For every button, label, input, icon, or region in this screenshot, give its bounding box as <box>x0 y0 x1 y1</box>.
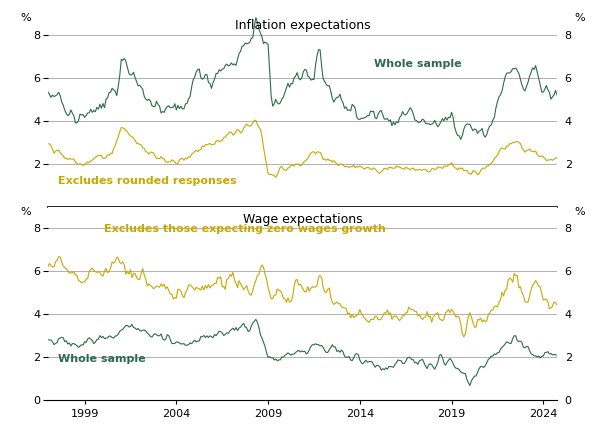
Text: Inflation expectations: Inflation expectations <box>235 19 370 32</box>
Text: %: % <box>20 13 31 23</box>
Text: %: % <box>574 13 585 23</box>
Text: %: % <box>574 207 585 217</box>
Text: Excludes rounded responses: Excludes rounded responses <box>58 176 237 186</box>
Text: Whole sample: Whole sample <box>374 59 461 70</box>
Text: %: % <box>20 207 31 217</box>
Text: Whole sample: Whole sample <box>58 354 146 364</box>
Text: Excludes those expecting zero wages growth: Excludes those expecting zero wages grow… <box>104 224 386 234</box>
Text: Wage expectations: Wage expectations <box>243 213 362 226</box>
